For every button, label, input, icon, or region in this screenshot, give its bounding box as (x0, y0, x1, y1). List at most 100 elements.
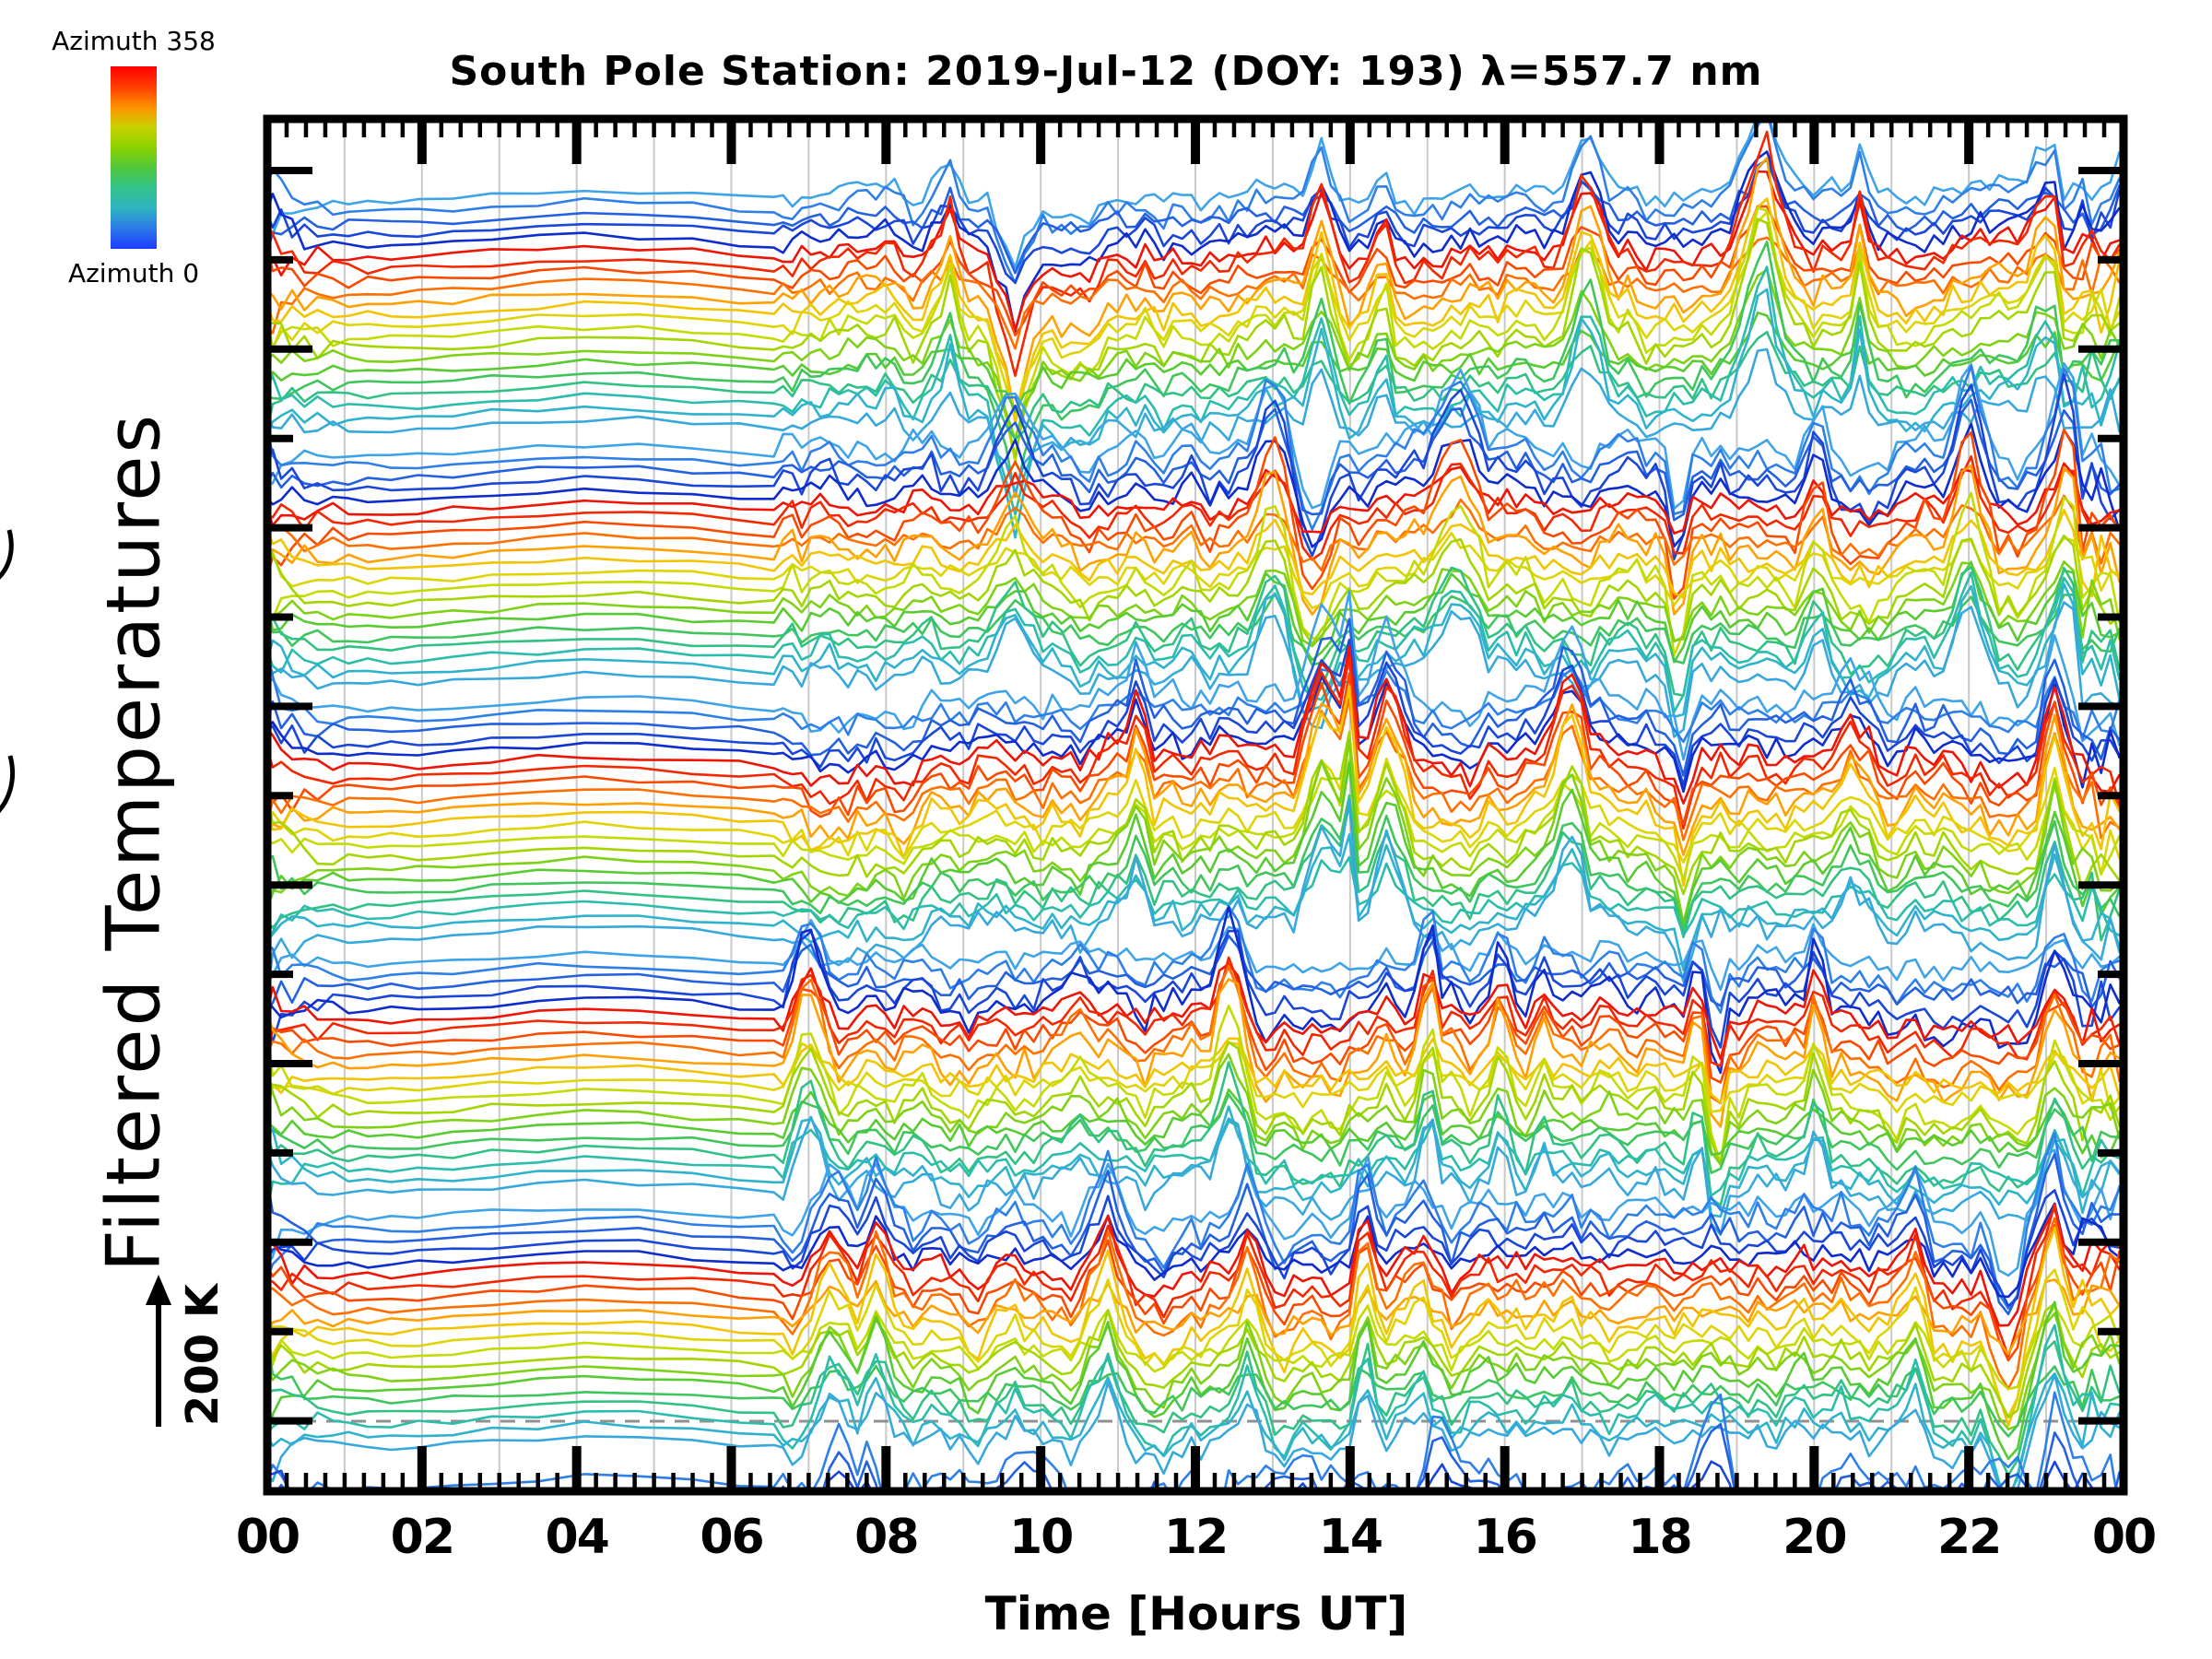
temperature-trace (271, 1268, 2120, 1418)
scale-arrow (146, 1275, 171, 1427)
temperature-trace (271, 644, 2120, 806)
temperature-trace (271, 565, 2120, 701)
temperature-trace (271, 1373, 2120, 1488)
temperature-trace (271, 206, 2120, 464)
temperature-trace (271, 738, 2120, 924)
temperature-trace (271, 534, 2120, 645)
temperature-trace (271, 1093, 2120, 1174)
temperature-trace (271, 288, 2120, 539)
temperature-trace (271, 1206, 2120, 1327)
temperature-trace (271, 1041, 2120, 1113)
temperature-trace (271, 905, 2120, 1075)
temperature-trace (271, 130, 2120, 378)
colorbar-top-label: Azimuth 358 (52, 26, 216, 56)
temperature-trace (271, 218, 2120, 458)
x-tick-label-3: 06 (700, 1510, 764, 1565)
chart-title: South Pole Station: 2019-Jul-12 (DOY: 19… (449, 48, 1763, 95)
colorbar-bottom-label: Azimuth 0 (67, 258, 200, 288)
temperature-trace (271, 1132, 2120, 1311)
temperature-trace (271, 672, 2120, 826)
temperature-trace (271, 730, 2120, 896)
temperature-trace (271, 1053, 2120, 1166)
temperature-trace (271, 1061, 2120, 1206)
axis-ticks (271, 123, 2120, 1488)
x-tick-label-11: 22 (1936, 1510, 2002, 1565)
temperature-trace (271, 1203, 2120, 1358)
temperature-trace (271, 123, 2120, 269)
temperature-trace (271, 761, 2120, 927)
temperature-trace (271, 804, 2120, 942)
temperature-trace (271, 571, 2120, 713)
temperature-trace (271, 1304, 2120, 1391)
temperature-trace (271, 205, 2120, 337)
temperature-trace (271, 241, 2120, 499)
temperature-trace (271, 978, 2120, 1128)
plot-border (263, 114, 2128, 1496)
temperature-trace (271, 491, 2120, 657)
temperature-trace (271, 462, 2120, 535)
x-tick-label-8: 16 (1473, 1510, 1537, 1565)
temperature-trace (271, 929, 2120, 1049)
temperature-trace (271, 265, 2120, 516)
temperature-trace (271, 1324, 2120, 1488)
temperature-trace (271, 1217, 2120, 1390)
temperature-trace (271, 794, 2120, 933)
x-tick-label-9: 18 (1628, 1510, 1692, 1565)
trace-layer (271, 123, 2120, 1488)
temperature-trace (271, 509, 2120, 599)
temperature-trace (271, 170, 2120, 331)
temperature-trace (271, 494, 2120, 572)
temperature-trace (271, 1340, 2120, 1477)
temperature-trace (271, 962, 2120, 1061)
azimuth-colorbar (111, 66, 157, 249)
temperature-trace (271, 157, 2120, 285)
x-tick-label-1: 02 (390, 1510, 455, 1565)
temperature-trace (271, 964, 2120, 1105)
temperature-trace (271, 965, 2120, 1084)
temperature-trace (271, 398, 2120, 522)
temperature-trace (271, 454, 2120, 561)
temperature-trace (271, 197, 2120, 425)
temperature-trace (271, 934, 2120, 1008)
temperature-trace (271, 157, 2120, 419)
temperature-trace (271, 1037, 2120, 1104)
temperature-trace (271, 1041, 2120, 1167)
x-tick-label-4: 08 (854, 1510, 919, 1565)
temperature-trace (271, 1105, 2120, 1218)
temperature-trace (271, 1354, 2120, 1438)
x-tick-label-6: 12 (1163, 1510, 1229, 1565)
temperature-trace (271, 150, 2120, 333)
temperature-trace (271, 123, 2120, 285)
temperature-trace (271, 159, 2120, 275)
x-tick-label-0: 00 (235, 1510, 300, 1565)
temperature-trace (271, 372, 2120, 561)
x-tick-label-10: 20 (1783, 1510, 1847, 1565)
x-axis-title: Time [Hours UT] (984, 1587, 1408, 1641)
temperature-trace (271, 210, 2120, 417)
temperature-trace (271, 428, 2120, 600)
temperature-trace (271, 638, 2120, 787)
temperature-trace (271, 347, 2120, 495)
temperature-trace (271, 658, 2120, 744)
x-tick-label-7: 14 (1318, 1510, 1383, 1565)
temperature-trace (271, 855, 2120, 940)
temperature-trace (271, 1152, 2120, 1315)
temperature-trace (271, 1278, 2120, 1356)
temperature-trace (271, 582, 2120, 719)
temperature-trace (271, 918, 2120, 992)
temperature-trace (271, 1300, 2120, 1461)
temperature-trace (271, 736, 2120, 877)
temperature-trace (271, 1088, 2120, 1159)
x-tick-label-12: 00 (2091, 1510, 2157, 1565)
temperature-trace (271, 697, 2120, 841)
cropped-glyph-fragments (0, 529, 15, 813)
temperature-trace (271, 422, 2120, 548)
temperature-trace (277, 1422, 2120, 1488)
temperature-trace (271, 956, 2120, 1067)
temperature-trace (271, 361, 2120, 511)
temperature-trace (271, 1226, 2120, 1427)
temperature-trace (271, 464, 2120, 616)
temperature-trace (271, 560, 2120, 664)
temperature-trace (271, 618, 2120, 777)
